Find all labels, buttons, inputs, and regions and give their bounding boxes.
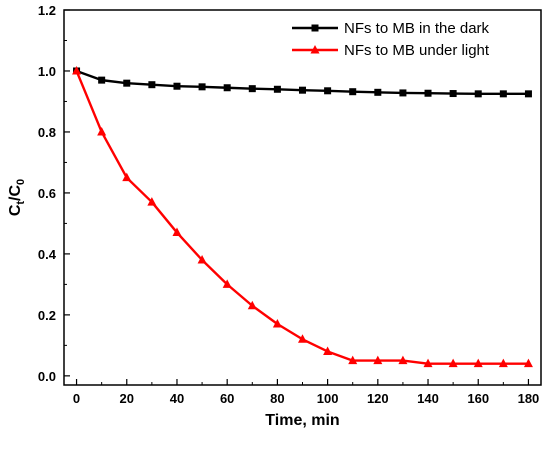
data-point <box>423 358 433 368</box>
data-point <box>147 197 157 206</box>
data-point <box>324 87 332 95</box>
ticks-layer: 0 20 40 60 80 100 120 140 160 180 0.0 0.2 0.4 0.6 0.8 1… <box>38 3 539 406</box>
data-point <box>374 88 382 96</box>
data-point <box>97 126 107 136</box>
data-point <box>473 358 483 368</box>
data-point <box>349 88 357 96</box>
x-axis-title: Time, min <box>265 412 339 429</box>
data-point <box>198 83 206 91</box>
data-point <box>273 85 281 93</box>
y-tick-label: 0.4 <box>38 247 57 262</box>
x-tick-label: 160 <box>467 391 489 406</box>
y-tick-label: 0.6 <box>38 186 56 201</box>
x-tick-label: 60 <box>220 391 234 406</box>
data-point <box>498 358 508 368</box>
y-tick-label: 0.0 <box>38 369 56 384</box>
series-line <box>75 70 529 365</box>
y-tick-label: 0.8 <box>38 125 56 140</box>
legend-label: NFs to MB in the dark <box>344 20 490 37</box>
data-point <box>424 89 432 97</box>
data-point <box>348 355 358 365</box>
data-point <box>373 355 383 365</box>
data-point <box>148 81 156 89</box>
y-tick-label: 1.0 <box>38 64 56 79</box>
data-point <box>298 334 307 343</box>
x-tick-label: 140 <box>417 391 439 406</box>
x-tick-label: 120 <box>367 391 389 406</box>
plot-frame <box>63 9 542 386</box>
data-point <box>299 86 306 94</box>
y-axis-title-main: C <box>7 204 24 216</box>
legend: NFs to MB in the dark NFs to MB under lig… <box>292 20 490 59</box>
y-axis-title-slash: /C <box>7 185 24 201</box>
data-point <box>399 89 407 97</box>
data-point <box>523 358 533 368</box>
legend-marker <box>310 45 320 54</box>
legend-item: NFs to MB under light <box>292 42 490 59</box>
y-axis-title: Ct/C0 <box>7 179 27 216</box>
x-tick-label: 20 <box>120 391 134 406</box>
data-point <box>272 319 282 328</box>
series-light <box>72 65 533 368</box>
data-point <box>123 79 131 87</box>
data-point <box>247 300 257 310</box>
y-tick-label: 1.2 <box>38 3 56 18</box>
data-point <box>499 90 507 98</box>
legend-marker <box>311 24 319 32</box>
legend-item: NFs to MB in the dark <box>292 20 490 37</box>
data-point <box>222 279 232 288</box>
data-point <box>197 255 207 264</box>
data-point <box>323 346 333 355</box>
data-point <box>449 90 457 98</box>
data-point <box>122 172 132 182</box>
y-tick-label: 0.2 <box>38 308 56 323</box>
series-layer <box>72 65 533 368</box>
x-tick-label: 0 <box>73 391 80 406</box>
data-point <box>172 227 182 237</box>
data-point <box>223 84 231 92</box>
x-tick-label: 80 <box>270 391 284 406</box>
data-point <box>248 85 256 93</box>
data-point <box>524 90 532 98</box>
x-tick-label: 40 <box>170 391 184 406</box>
data-point <box>98 76 106 84</box>
data-point <box>173 82 181 90</box>
y-axis-title-subscript-t: t <box>15 201 27 205</box>
y-axis-title-subscript-0: 0 <box>15 179 27 185</box>
data-point <box>398 355 408 365</box>
legend-label: NFs to MB under light <box>344 42 490 59</box>
data-point <box>474 90 482 98</box>
x-tick-label: 100 <box>317 391 339 406</box>
data-point <box>448 358 458 368</box>
series-dark <box>73 67 532 98</box>
x-tick-label: 180 <box>518 391 540 406</box>
data-point <box>72 65 82 75</box>
